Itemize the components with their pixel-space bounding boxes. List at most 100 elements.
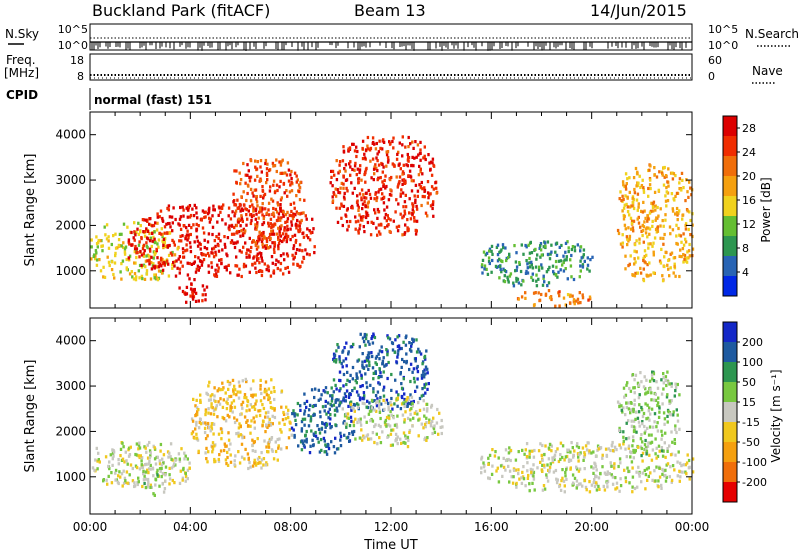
echo-cell xyxy=(162,461,165,465)
echo-cell xyxy=(381,362,384,366)
echo-cell xyxy=(525,269,528,273)
echo-cell xyxy=(318,450,322,454)
echo-cell xyxy=(526,271,530,275)
echo-cell xyxy=(540,292,543,297)
echo-cell xyxy=(684,199,687,203)
echo-cell xyxy=(251,449,254,453)
echo-cell xyxy=(529,240,532,244)
echo-cell xyxy=(687,227,690,232)
echo-cell xyxy=(121,484,124,488)
echo-cell xyxy=(642,411,646,416)
echo-cell xyxy=(140,274,144,278)
echo-cell xyxy=(334,436,337,440)
echo-cell xyxy=(272,232,276,236)
echo-cell xyxy=(379,371,382,375)
echo-cell xyxy=(190,417,194,421)
echo-cell xyxy=(570,253,573,258)
echo-cell xyxy=(203,430,207,435)
echo-cell xyxy=(569,450,572,454)
echo-cell xyxy=(227,214,230,218)
echo-cell xyxy=(656,421,659,425)
echo-cell xyxy=(335,159,338,163)
echo-cell xyxy=(258,261,261,265)
echo-cell xyxy=(277,444,280,448)
echo-cell xyxy=(342,421,345,425)
echo-cell xyxy=(349,345,353,349)
echo-cell xyxy=(593,478,596,482)
echo-cell xyxy=(524,448,527,452)
echo-cell xyxy=(130,243,133,247)
echo-cell xyxy=(578,291,581,295)
echo-cell xyxy=(370,176,373,180)
echo-cell xyxy=(353,409,356,413)
echo-cell xyxy=(365,385,369,389)
echo-cell xyxy=(417,434,420,438)
echo-cell xyxy=(203,238,206,242)
echo-cell xyxy=(161,216,164,221)
echo-cell xyxy=(371,366,375,370)
echo-cell xyxy=(678,177,682,181)
echo-cell xyxy=(590,465,593,469)
echo-region xyxy=(480,440,695,494)
echo-cell xyxy=(625,405,629,410)
echo-cell xyxy=(657,415,661,419)
echo-cell xyxy=(156,455,159,459)
echo-cell xyxy=(241,379,244,383)
echo-cell xyxy=(313,245,316,249)
echo-cell xyxy=(265,173,269,177)
echo-cell xyxy=(261,259,264,263)
colorbar-segment xyxy=(723,216,737,236)
echo-cell xyxy=(665,190,668,194)
echo-cell xyxy=(255,247,259,251)
echo-cell xyxy=(385,398,389,402)
echo-cell xyxy=(401,191,405,195)
echo-cell xyxy=(555,241,558,245)
echo-cell xyxy=(640,405,643,410)
echo-cell xyxy=(124,245,128,249)
echo-cell xyxy=(176,266,179,270)
echo-cell xyxy=(387,414,390,418)
echo-cell xyxy=(361,146,364,151)
echo-cell xyxy=(504,468,507,472)
echo-cell xyxy=(381,170,384,174)
echo-cell xyxy=(253,426,256,430)
echo-cell xyxy=(208,254,211,258)
echo-cell xyxy=(112,454,115,458)
echo-cell xyxy=(637,205,640,209)
echo-cell xyxy=(185,292,189,296)
echo-cell xyxy=(259,254,263,258)
echo-cell xyxy=(259,384,262,388)
echo-cell xyxy=(613,462,616,466)
echo-cell xyxy=(418,396,422,401)
echo-cell xyxy=(409,412,412,416)
echo-cell xyxy=(668,401,671,405)
echo-cell xyxy=(298,190,301,194)
echo-cell xyxy=(677,450,680,454)
echo-cell xyxy=(263,387,267,391)
echo-cell xyxy=(530,275,533,280)
echo-cell xyxy=(547,289,551,293)
echo-cell xyxy=(132,277,136,281)
echo-cell xyxy=(264,244,267,248)
echo-cell xyxy=(295,226,298,230)
echo-cell xyxy=(618,405,621,409)
echo-cell xyxy=(301,417,305,421)
echo-cell xyxy=(261,222,264,227)
echo-cell xyxy=(656,429,660,433)
echo-cell xyxy=(251,203,254,207)
echo-cell xyxy=(409,418,412,422)
echo-cell xyxy=(648,418,651,422)
echo-cell xyxy=(133,481,136,485)
echo-cell xyxy=(297,183,301,187)
echo-cell xyxy=(645,467,649,471)
echo-cell xyxy=(641,422,644,426)
echo-cell xyxy=(579,269,582,273)
echo-cell xyxy=(217,213,220,217)
echo-cell xyxy=(353,186,356,190)
echo-cell xyxy=(280,160,283,164)
echo-cell xyxy=(633,391,636,395)
echo-cell xyxy=(255,195,258,199)
echo-cell xyxy=(239,224,242,228)
echo-cell xyxy=(654,392,657,396)
echo-cell xyxy=(541,488,545,492)
